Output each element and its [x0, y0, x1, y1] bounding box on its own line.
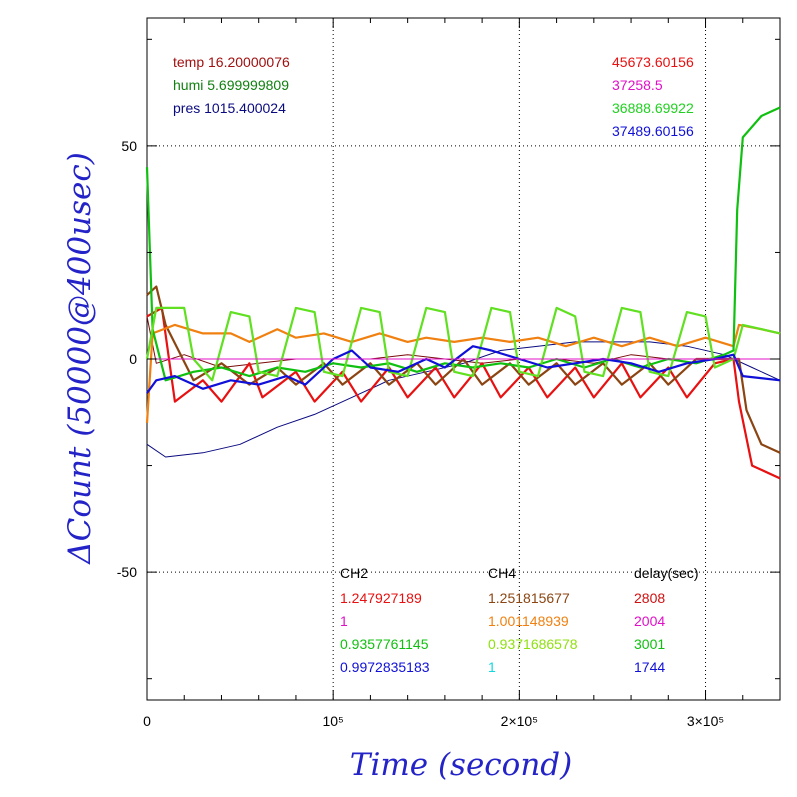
series-line-5	[145, 106, 781, 382]
x-tick-label: 3×10⁵	[687, 713, 724, 729]
ratio-table: CH2 CH4 delay(sec) 1.247927189 1.251815677 28…	[340, 565, 699, 675]
table-cell: 0.9357761145	[340, 636, 429, 652]
count-label: 37489.60156	[612, 123, 694, 139]
table-cell: 1	[340, 613, 348, 629]
table-header: CH2	[340, 565, 368, 581]
x-tick-label: 0	[143, 713, 151, 729]
x-axis-title: Time (second)	[350, 747, 572, 783]
series-layer	[145, 106, 781, 480]
table-cell: 1	[488, 659, 496, 675]
env-labels: temp 16.20000076 humi 5.699999809 pres 101…	[173, 54, 290, 116]
series-line-7	[146, 345, 781, 394]
table-cell: 1.251815677	[488, 590, 570, 606]
table-cell: 0.9972835183	[340, 659, 430, 675]
x-tick-label: 2×10⁵	[501, 713, 538, 729]
table-header: delay(sec)	[634, 565, 699, 581]
series-line-6	[145, 306, 781, 382]
x-tick-label: 10⁵	[322, 713, 343, 729]
series-line-1	[146, 341, 781, 458]
tick-layer: 50 0 -50 0 10⁵ 2×10⁵ 3×10⁵	[117, 18, 780, 729]
table-cell: 2808	[634, 590, 665, 606]
env-label: pres 1015.400024	[173, 100, 286, 116]
env-label: temp 16.20000076	[173, 54, 290, 70]
count-labels: 45673.60156 37258.5 36888.69922 37489.60156	[612, 54, 694, 139]
y-axis-title: ΔCount (50000@400usec)	[62, 152, 98, 565]
count-label: 36888.69922	[612, 100, 694, 116]
series-line-4	[145, 323, 781, 423]
table-cell: 1.001148939	[488, 613, 569, 629]
count-label: 45673.60156	[612, 54, 694, 70]
env-label: humi 5.699999809	[173, 77, 289, 93]
table-header: CH4	[488, 565, 516, 581]
table-cell: 1.247927189	[340, 590, 422, 606]
count-label: 37258.5	[612, 77, 663, 93]
y-tick-label: -50	[117, 564, 137, 580]
y-tick-label: 50	[121, 138, 137, 154]
table-cell: 0.9371686578	[488, 636, 578, 652]
table-cell: 3001	[634, 636, 665, 652]
table-cell: 1744	[634, 659, 665, 675]
table-cell: 2004	[634, 613, 665, 629]
y-tick-label: 0	[129, 351, 137, 367]
series-line-2	[146, 306, 781, 480]
